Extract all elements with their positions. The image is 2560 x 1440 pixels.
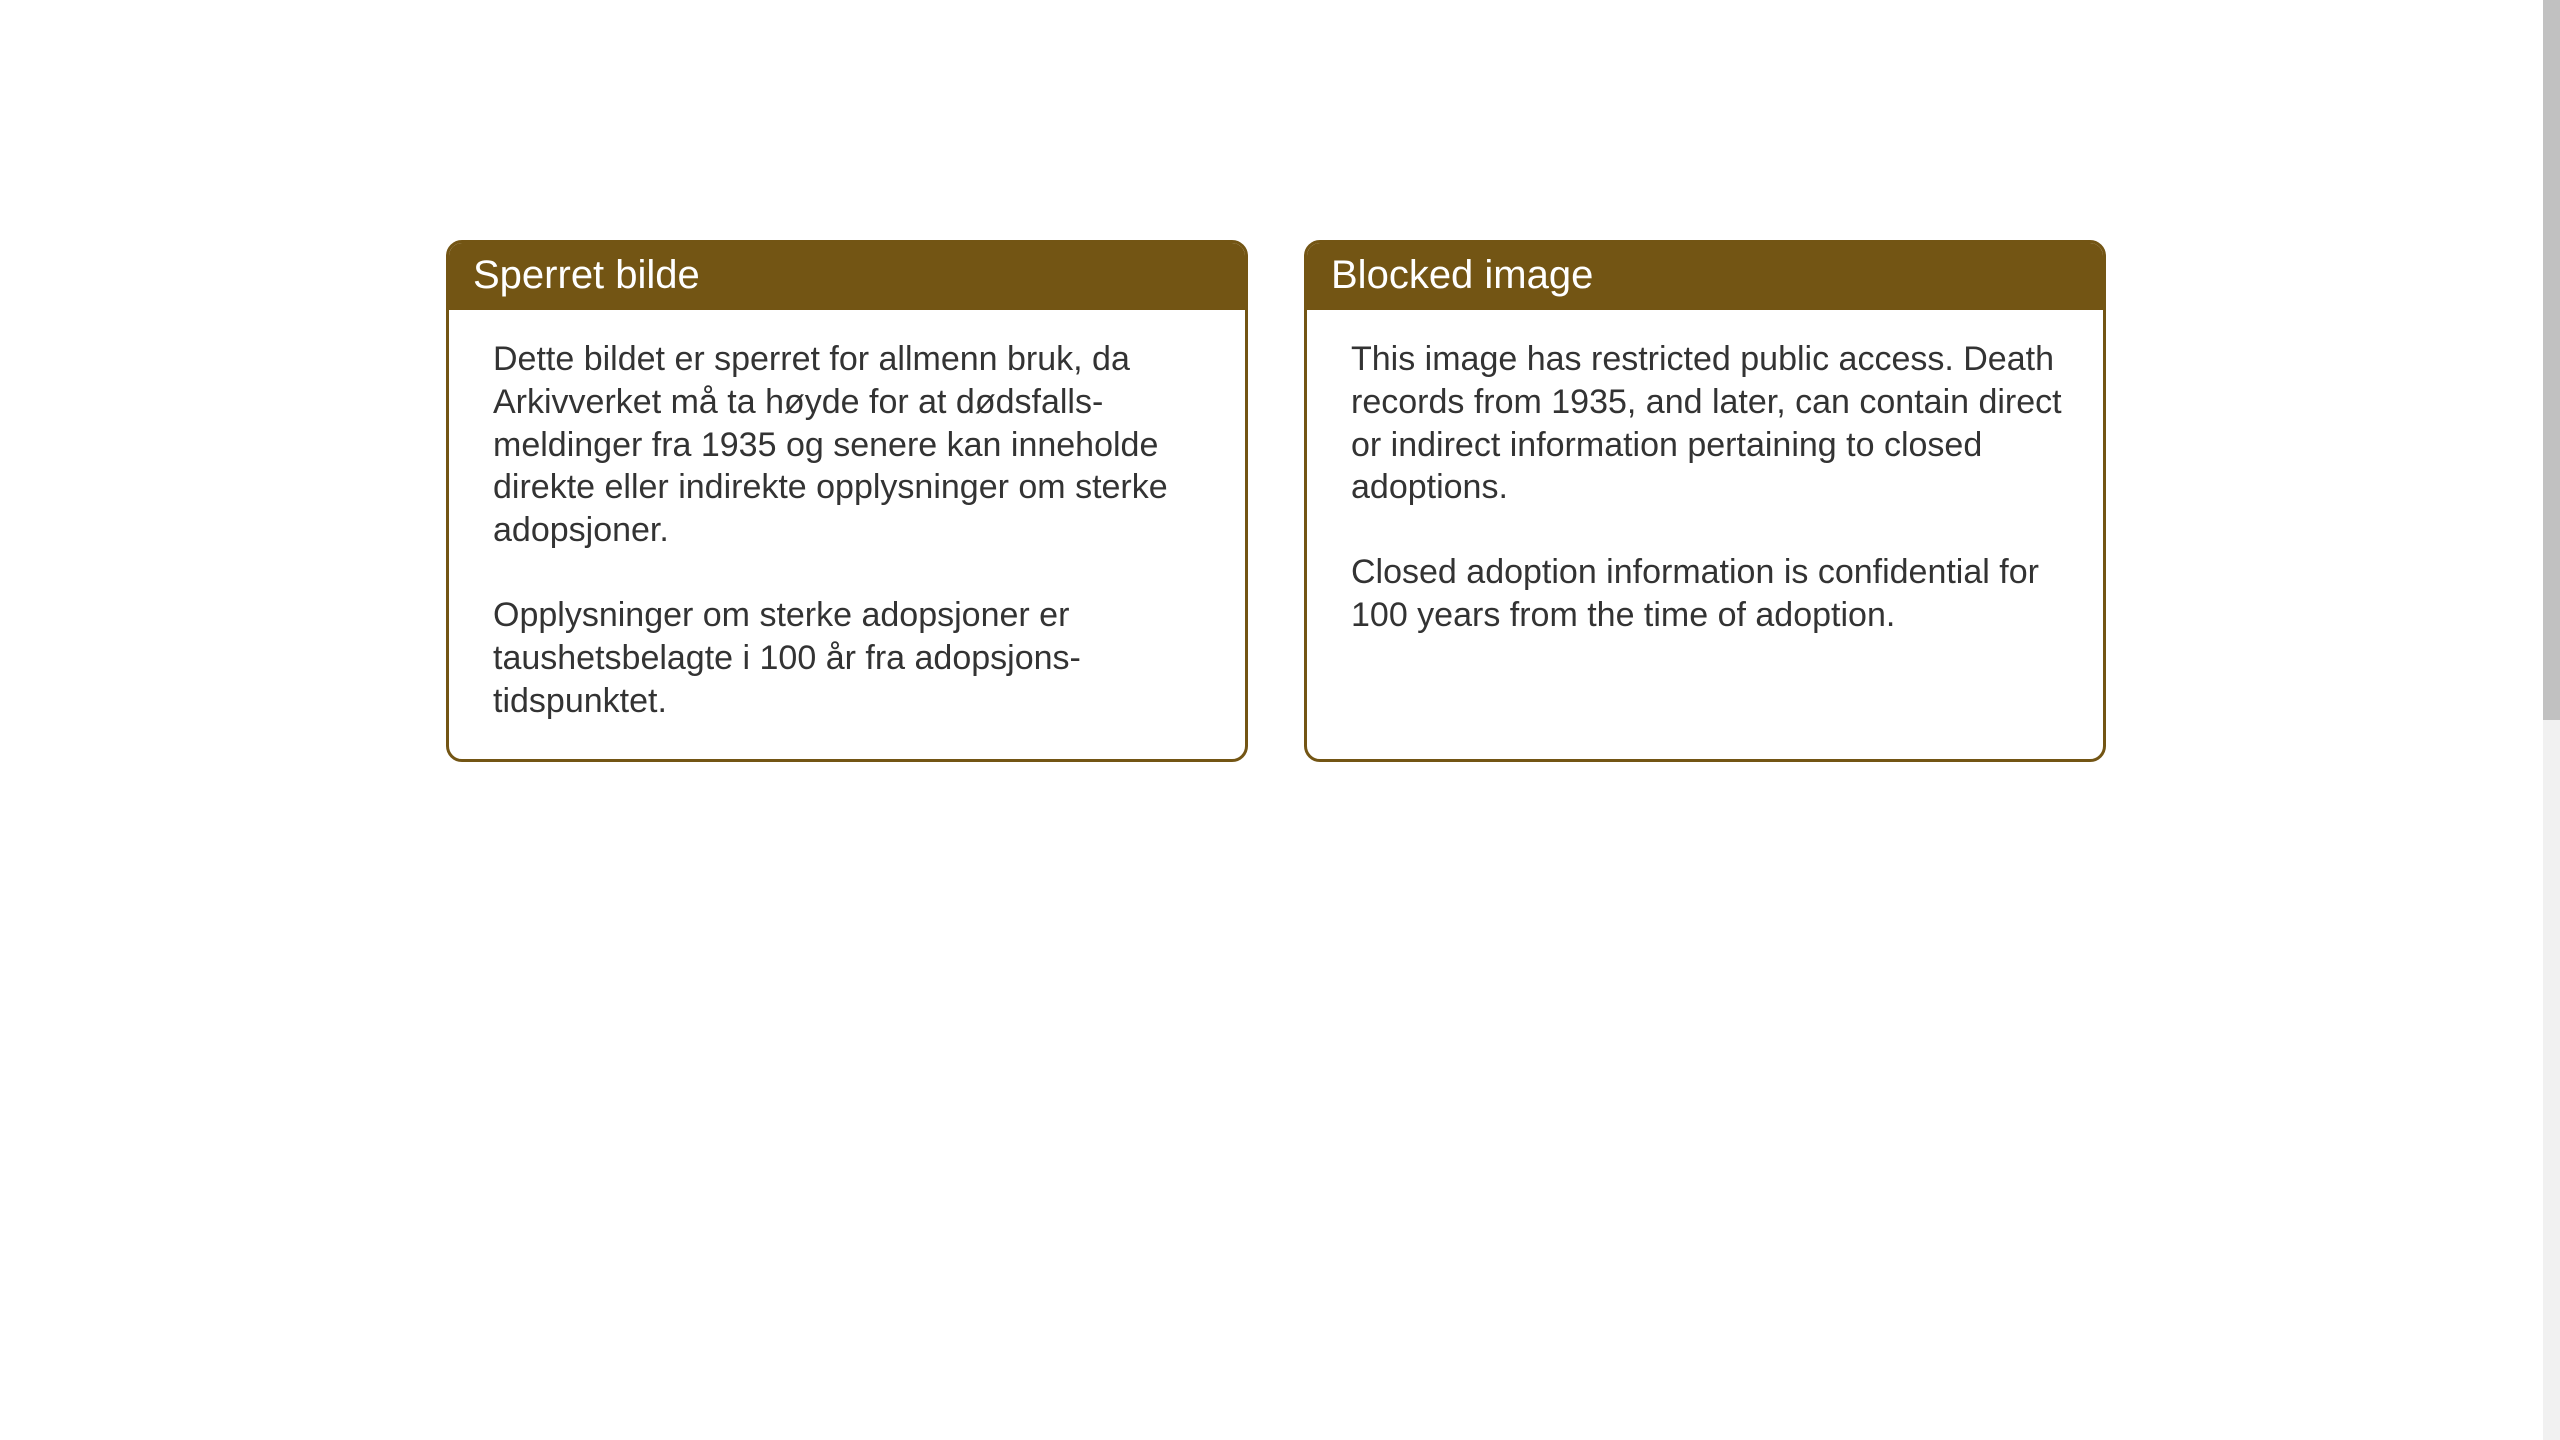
scrollbar-thumb[interactable] <box>2543 0 2560 720</box>
card-body-english: This image has restricted public access.… <box>1307 310 2103 749</box>
card-norwegian: Sperret bilde Dette bildet er sperret fo… <box>446 240 1248 762</box>
card-paragraph-1-norwegian: Dette bildet er sperret for allmenn bruk… <box>493 338 1205 552</box>
card-body-norwegian: Dette bildet er sperret for allmenn bruk… <box>449 310 1245 759</box>
card-paragraph-2-english: Closed adoption information is confident… <box>1351 551 2063 637</box>
scrollbar-track[interactable] <box>2543 0 2560 1440</box>
card-paragraph-1-english: This image has restricted public access.… <box>1351 338 2063 509</box>
card-english: Blocked image This image has restricted … <box>1304 240 2106 762</box>
card-header-norwegian: Sperret bilde <box>449 243 1245 310</box>
card-header-english: Blocked image <box>1307 243 2103 310</box>
card-paragraph-2-norwegian: Opplysninger om sterke adopsjoner er tau… <box>493 594 1205 722</box>
card-container: Sperret bilde Dette bildet er sperret fo… <box>0 0 2560 762</box>
